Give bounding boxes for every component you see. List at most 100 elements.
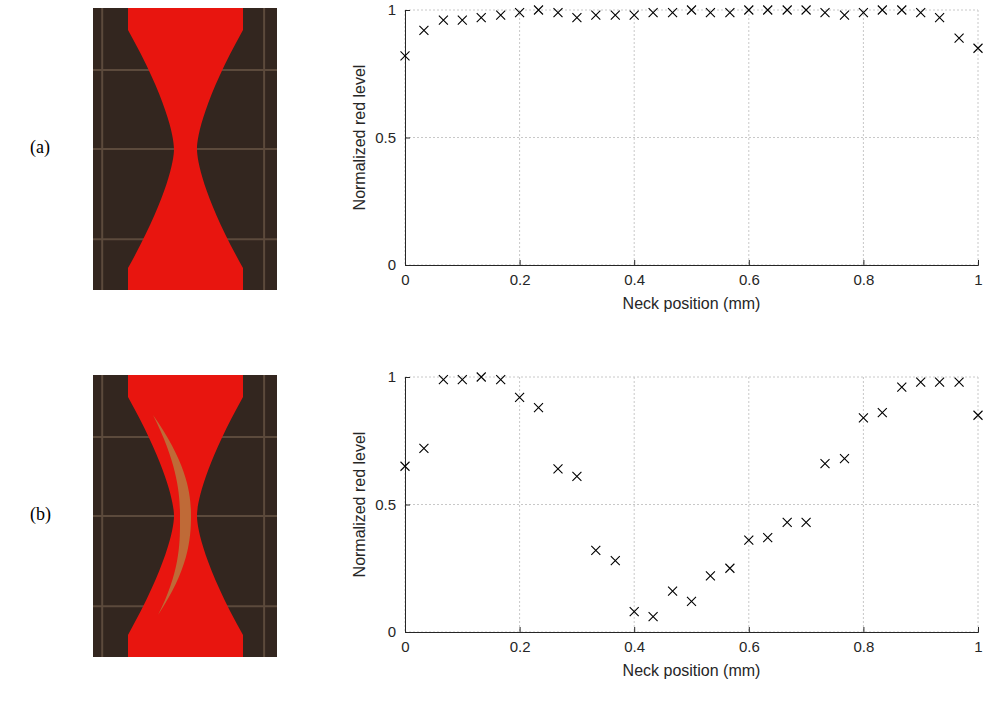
tick-label: 0.6 bbox=[739, 271, 760, 288]
tick: 1 bbox=[388, 1, 410, 18]
point bbox=[859, 413, 868, 422]
point bbox=[802, 518, 811, 527]
point bbox=[572, 13, 581, 22]
photo bbox=[93, 8, 277, 290]
point bbox=[496, 11, 505, 20]
point bbox=[477, 13, 486, 22]
point bbox=[897, 6, 906, 15]
point bbox=[725, 8, 734, 17]
point bbox=[687, 597, 696, 606]
tick: 0.5 bbox=[375, 496, 410, 513]
axis-line bbox=[406, 378, 411, 633]
grid-line bbox=[863, 377, 864, 632]
point bbox=[916, 8, 925, 17]
tick: 1 bbox=[388, 368, 410, 385]
tick-label: 0.8 bbox=[853, 638, 874, 655]
tick-label: 0.5 bbox=[375, 129, 396, 146]
tick-label: 0.2 bbox=[510, 638, 531, 655]
specimen bbox=[128, 375, 243, 657]
x-axis-title: Neck position (mm) bbox=[623, 295, 761, 312]
panel: (b)00.20.40.60.8100.51Neck position (mm)… bbox=[30, 368, 983, 679]
tick: 0.8 bbox=[853, 260, 874, 288]
tick-mark bbox=[634, 260, 635, 265]
tick-mark bbox=[405, 632, 410, 633]
tick-mark bbox=[749, 260, 750, 265]
tick-mark bbox=[634, 627, 635, 632]
tick: 0.8 bbox=[853, 627, 874, 655]
grid-line bbox=[863, 10, 864, 265]
tick-mark bbox=[520, 260, 521, 265]
tick-label: 1 bbox=[388, 368, 396, 385]
photo-grid bbox=[101, 375, 103, 657]
point bbox=[840, 454, 849, 463]
point bbox=[783, 6, 792, 15]
tick-mark bbox=[978, 627, 979, 632]
point bbox=[401, 51, 410, 60]
tick: 0.4 bbox=[624, 627, 645, 655]
tick-label: 0.6 bbox=[739, 638, 760, 655]
point bbox=[668, 587, 677, 596]
point bbox=[439, 375, 448, 384]
point bbox=[974, 411, 983, 420]
tick-label: 0.2 bbox=[510, 271, 531, 288]
grid bbox=[405, 10, 978, 265]
y-axis: 00.51 bbox=[375, 1, 410, 273]
tick-mark bbox=[405, 10, 410, 11]
point bbox=[744, 536, 753, 545]
grid-line bbox=[405, 137, 978, 138]
point bbox=[649, 8, 658, 17]
tick: 0.4 bbox=[624, 260, 645, 288]
tick-label: 1 bbox=[388, 1, 396, 18]
point bbox=[591, 11, 600, 20]
y-axis-title: Normalized red level bbox=[351, 65, 368, 211]
points bbox=[401, 373, 983, 622]
point bbox=[687, 6, 696, 15]
point bbox=[515, 393, 524, 402]
photo-grid bbox=[263, 8, 265, 290]
tick: 0.6 bbox=[739, 627, 760, 655]
point bbox=[458, 16, 467, 25]
point bbox=[419, 26, 428, 35]
points bbox=[401, 6, 983, 61]
tick-mark bbox=[405, 377, 410, 378]
tick: 0.6 bbox=[739, 260, 760, 288]
point bbox=[821, 8, 830, 17]
point bbox=[783, 518, 792, 527]
photo-grid bbox=[263, 375, 265, 657]
tick-label: 0 bbox=[388, 256, 396, 273]
tick-mark bbox=[863, 260, 864, 265]
point bbox=[802, 6, 811, 15]
point bbox=[897, 383, 906, 392]
point bbox=[974, 44, 983, 53]
tick-label: 0 bbox=[401, 271, 409, 288]
point bbox=[935, 378, 944, 387]
grid bbox=[405, 377, 978, 632]
axis-line bbox=[406, 260, 979, 266]
tick-label: 1 bbox=[974, 271, 982, 288]
panel: (a)00.20.40.60.8100.51Neck position (mm)… bbox=[30, 1, 983, 312]
point bbox=[591, 546, 600, 555]
point bbox=[878, 6, 887, 15]
point bbox=[401, 462, 410, 471]
tick-label: 0.4 bbox=[624, 271, 645, 288]
tick: 0 bbox=[388, 623, 410, 640]
panel-label: (b) bbox=[30, 504, 51, 525]
point bbox=[955, 378, 964, 387]
panel-label: (a) bbox=[30, 137, 50, 158]
point bbox=[496, 375, 505, 384]
point bbox=[553, 464, 562, 473]
point bbox=[630, 607, 639, 616]
photo-background bbox=[93, 8, 277, 290]
tick-label: 1 bbox=[974, 638, 982, 655]
tick-mark bbox=[978, 260, 979, 265]
tick-mark bbox=[863, 627, 864, 632]
point bbox=[725, 564, 734, 573]
point bbox=[763, 6, 772, 15]
tick: 0.2 bbox=[510, 260, 531, 288]
tick: 0.2 bbox=[510, 627, 531, 655]
tick-mark bbox=[520, 627, 521, 632]
tick-label: 0.8 bbox=[853, 271, 874, 288]
point bbox=[458, 375, 467, 384]
x-axis-title: Neck position (mm) bbox=[623, 662, 761, 679]
point bbox=[439, 16, 448, 25]
